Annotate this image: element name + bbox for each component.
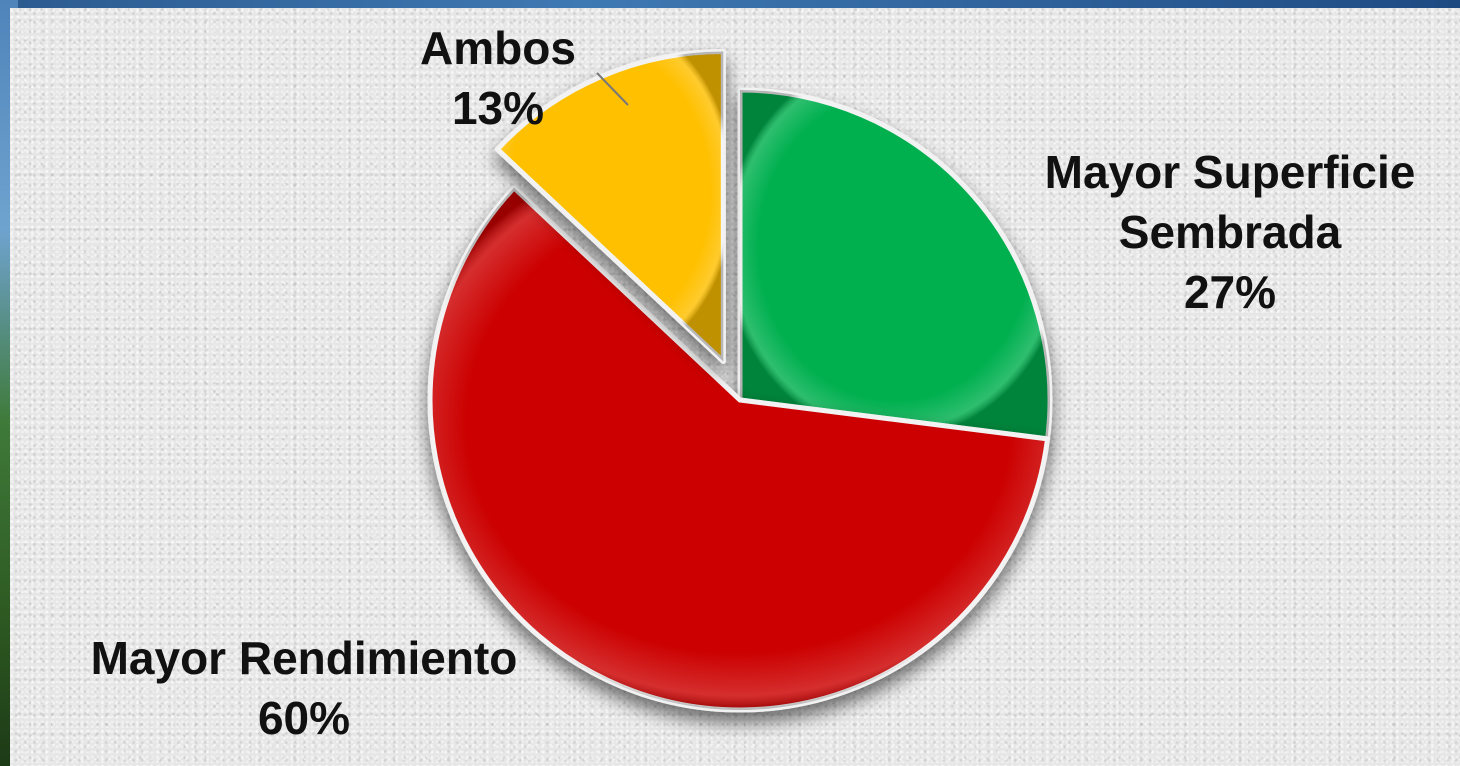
slice-bevel [497,51,724,362]
slice-bevel [429,187,1048,710]
pie-slice-mayor-superficie [737,87,1053,442]
slice-label-line: Sembrada [1118,206,1342,258]
slice-bevel [740,90,1051,439]
pie-slice-mayor-rendimiento [427,185,1051,713]
slice-percent: 13% [451,82,545,134]
slice-label-line: Mayor Superficie [1044,146,1416,198]
pie-slice-ambos [494,48,726,364]
slice-label-line: Mayor Rendimiento [90,632,518,684]
slice-percent: 27% [1183,266,1277,318]
slice-label-line: Ambos [420,22,576,74]
slice-label-mayor-rendimiento: Mayor Rendimiento 60% [24,628,584,748]
ambos-leader-line [596,72,629,106]
slice-label-ambos: Ambos 13% [383,18,613,138]
slice-label-mayor-superficie: Mayor Superficie Sembrada 27% [940,142,1460,322]
slice-percent: 60% [257,692,351,744]
